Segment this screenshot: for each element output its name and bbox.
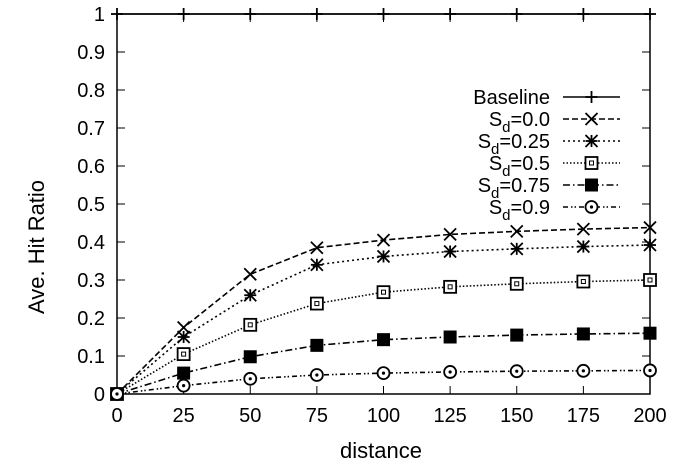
y-tick-label: 0.9 bbox=[77, 42, 105, 64]
data-point bbox=[111, 8, 123, 20]
y-tick-label: 0.7 bbox=[77, 118, 105, 140]
x-tick-label: 150 bbox=[500, 405, 533, 427]
y-axis-label: Ave. Hit Ratio bbox=[24, 180, 49, 314]
data-point bbox=[310, 338, 324, 352]
data-point bbox=[510, 328, 524, 342]
data-point bbox=[243, 350, 257, 364]
data-point bbox=[510, 242, 524, 256]
legend-entry: Sd=0.0 bbox=[489, 109, 620, 136]
legend-marker bbox=[584, 156, 599, 170]
y-tick-label: 0.8 bbox=[77, 80, 105, 102]
data-point bbox=[177, 8, 190, 20]
series-1 bbox=[111, 8, 656, 20]
legend-entry: Sd=0.5 bbox=[489, 153, 620, 180]
y-tick-label: 0.5 bbox=[77, 194, 105, 216]
series-layer bbox=[110, 8, 657, 401]
data-point bbox=[443, 279, 458, 294]
data-point bbox=[376, 285, 391, 300]
data-point bbox=[510, 8, 523, 20]
data-point bbox=[376, 249, 391, 264]
data-point bbox=[244, 8, 257, 20]
data-point bbox=[176, 347, 191, 362]
series-5 bbox=[110, 326, 657, 401]
data-point bbox=[576, 274, 591, 289]
data-point bbox=[310, 241, 324, 255]
data-point bbox=[376, 366, 391, 381]
data-point bbox=[377, 8, 390, 20]
data-point bbox=[577, 8, 590, 20]
data-point bbox=[310, 8, 323, 20]
series-line bbox=[116, 332, 651, 395]
data-point bbox=[443, 330, 457, 344]
data-point bbox=[643, 220, 657, 235]
axes: 0 25 50 75 100 125 150 175 200 0 0.1 0.2 0.3 0.4 0.5 0.… bbox=[77, 4, 667, 427]
data-point bbox=[243, 317, 258, 332]
data-point bbox=[643, 363, 657, 378]
data-point bbox=[444, 8, 457, 20]
data-point bbox=[509, 364, 524, 379]
legend-entry: Sd=0.75 bbox=[478, 175, 620, 202]
data-point bbox=[443, 244, 457, 259]
data-point bbox=[176, 320, 191, 335]
y-tick-label: 1 bbox=[94, 4, 105, 26]
data-point bbox=[510, 224, 524, 238]
x-tick-label: 100 bbox=[367, 405, 400, 427]
data-point bbox=[643, 273, 657, 287]
data-point bbox=[643, 238, 657, 252]
series-6 bbox=[110, 363, 657, 401]
x-tick-label: 25 bbox=[173, 405, 195, 427]
x-axis-label: distance bbox=[340, 438, 422, 463]
data-point bbox=[643, 326, 657, 340]
legend-entry: Baseline bbox=[473, 87, 620, 109]
data-point bbox=[377, 333, 390, 347]
data-point bbox=[509, 276, 524, 291]
legend-label: Sd=0.5 bbox=[489, 153, 550, 180]
legend-label: Sd=0.75 bbox=[478, 175, 550, 202]
y-tick-label: 0.1 bbox=[77, 346, 105, 368]
data-point bbox=[644, 8, 656, 20]
y-tick-label: 0.4 bbox=[77, 232, 105, 254]
y-tick-label: 0.6 bbox=[77, 156, 105, 178]
data-point bbox=[309, 368, 324, 382]
data-point bbox=[443, 365, 458, 379]
data-point bbox=[243, 267, 257, 281]
data-point bbox=[576, 222, 591, 236]
legend-label: Sd=0.0 bbox=[489, 109, 550, 136]
legend-label: Sd=0.25 bbox=[478, 131, 550, 158]
legend-marker bbox=[584, 200, 599, 214]
x-tick-label: 125 bbox=[433, 405, 466, 427]
x-tick-label: 175 bbox=[567, 405, 600, 427]
data-point bbox=[576, 327, 590, 341]
y-tick-label: 0.3 bbox=[77, 270, 105, 292]
x-tick-label: 0 bbox=[111, 405, 122, 427]
data-point bbox=[176, 330, 191, 344]
data-point bbox=[177, 366, 191, 380]
data-point bbox=[443, 227, 457, 242]
data-point bbox=[576, 239, 591, 254]
data-point bbox=[243, 371, 258, 386]
legend-marker bbox=[585, 91, 598, 103]
legend-marker bbox=[585, 178, 598, 192]
x-tick-label: 75 bbox=[306, 405, 328, 427]
data-point bbox=[176, 378, 191, 393]
legend-label: Sd=0.9 bbox=[489, 197, 550, 224]
x-tick-label: 50 bbox=[239, 405, 261, 427]
data-point bbox=[310, 258, 324, 272]
data-point bbox=[110, 387, 124, 401]
data-point bbox=[376, 233, 391, 247]
data-point bbox=[243, 288, 257, 302]
series-2 bbox=[110, 220, 657, 401]
x-tick-label: 200 bbox=[633, 405, 666, 427]
data-point bbox=[576, 363, 591, 378]
legend-label: Baseline bbox=[473, 87, 550, 109]
y-tick-label: 0 bbox=[94, 384, 105, 406]
legend-marker bbox=[584, 112, 599, 126]
data-point bbox=[309, 296, 324, 311]
legend-entry: Sd=0.25 bbox=[478, 131, 620, 158]
y-tick-label: 0.2 bbox=[77, 308, 105, 330]
legend-entry: Sd=0.9 bbox=[489, 197, 620, 224]
legend-marker bbox=[584, 134, 599, 148]
